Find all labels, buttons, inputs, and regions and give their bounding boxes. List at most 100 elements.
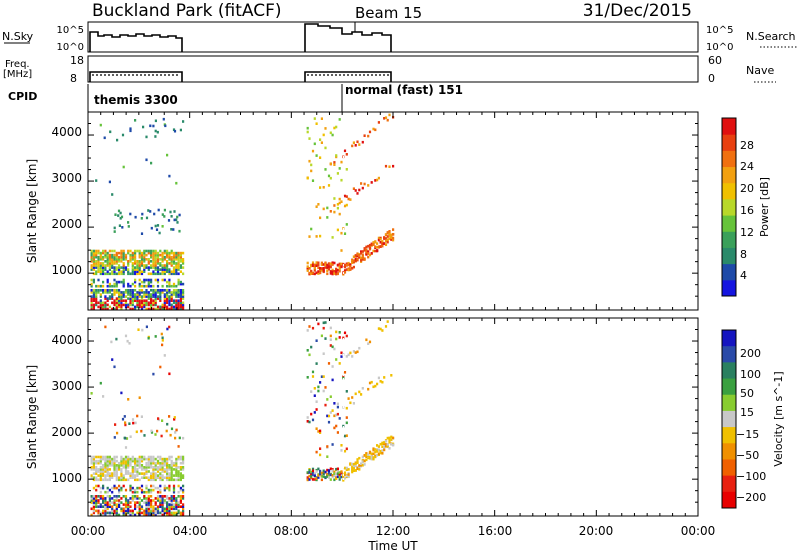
range-cell [179,307,182,311]
range-cell [345,474,348,477]
range-cell [161,343,164,347]
range-cell [102,474,105,477]
range-cell [363,459,366,463]
range-cell [140,251,144,255]
range-cell [164,124,167,128]
range-cell [168,258,171,261]
range-cell [122,293,125,296]
range-cell [150,507,153,511]
range-cell [170,284,173,288]
range-cell [127,470,130,473]
range-cell [127,291,130,294]
range-cell [138,289,141,292]
range-cell [161,303,164,307]
range-cell [136,266,139,269]
range-cell [99,270,102,273]
range-cell [347,268,350,272]
range-cell [333,470,336,474]
range-cell [131,457,134,461]
range-cell [136,293,139,296]
range-cell [138,486,141,490]
range-cell [99,268,102,271]
range-cell [150,305,153,309]
range-cell [384,237,388,240]
range-cell [322,389,325,393]
range-cell [154,303,157,307]
range-cell [145,497,148,500]
range-cell [99,472,102,475]
range-cell [340,470,343,473]
range-cell [152,474,155,477]
range-cell [319,381,322,384]
range-cell [360,250,363,253]
range-cell [104,501,107,504]
range-cell [140,476,144,479]
range-cell [166,301,169,305]
range-cell [326,269,329,273]
range-cell [154,255,157,259]
velocity-cbar-tick-m50: −50 [736,449,759,462]
range-cell [356,140,359,144]
range-cell [163,470,166,473]
range-cell [177,305,180,309]
range-cell [120,293,123,296]
range-cell [147,301,150,305]
range-cell [319,216,322,220]
range-cell [311,179,315,182]
range-cell [131,258,134,261]
range-cell [127,262,130,265]
range-cell [168,282,171,286]
range-cell [136,291,139,294]
range-cell [154,466,157,469]
range-cell [168,255,171,259]
range-cell [390,235,393,239]
velocity-ylabel: Slant Range [km] [25,365,39,469]
range-cell [122,270,125,273]
range-cell [143,249,146,253]
range-cell [104,466,107,469]
range-cell [320,267,323,270]
range-cell [179,289,182,292]
range-cell [175,497,178,500]
range-cell [154,268,157,271]
range-cell [179,488,182,492]
range-cell [163,255,166,259]
range-cell [182,260,185,263]
range-cell [118,303,121,307]
range-cell [147,307,150,311]
range-cell [140,464,144,467]
range-cell [108,464,111,467]
range-cell [379,245,382,248]
range-cell [147,457,150,461]
range-cell [120,280,123,284]
range-cell [372,456,375,459]
nsky-tick-top: 10^5 [57,25,84,36]
range-cell [358,188,361,192]
range-cell [338,118,341,121]
range-cell [345,466,348,470]
range-cell [134,215,137,219]
range-cell [108,501,111,504]
range-cell [156,270,160,273]
range-cell [335,424,338,428]
range-cell [111,284,114,288]
range-cell [152,513,155,517]
range-cell [127,284,130,288]
range-cell [317,203,320,206]
range-cell [95,484,98,488]
range-cell [124,258,128,261]
range-cell [179,293,182,296]
range-cell [143,434,146,437]
range-cell [384,164,388,168]
range-cell [326,272,329,276]
range-cell [358,254,361,258]
range-cell [92,289,95,292]
range-cell [90,495,93,498]
range-cell [119,217,122,220]
range-cell [152,266,155,269]
range-cell [154,249,157,253]
range-cell [117,214,120,217]
range-cell [102,301,105,305]
range-cell [182,484,185,488]
range-cell [351,261,354,264]
